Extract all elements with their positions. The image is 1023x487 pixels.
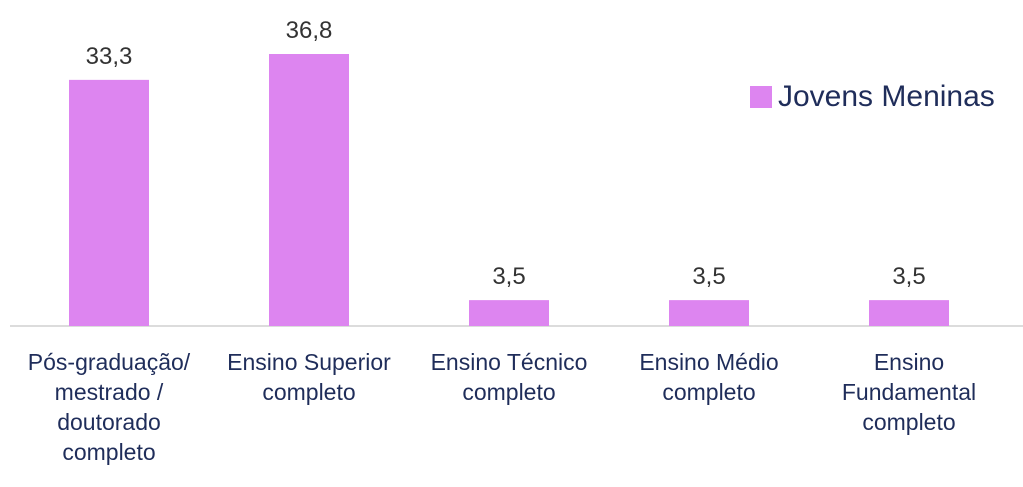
x-tick-label: Ensino Técnico completo [430,349,588,405]
x-tick-label: Ensino Médio completo [639,349,779,405]
bar [269,54,349,326]
x-tick-label: Ensino Superior completo [227,349,391,405]
legend-swatch [750,86,772,108]
value-label: 3,5 [892,263,925,290]
bar [869,300,949,326]
bar [69,79,149,326]
value-label: 33,3 [86,43,133,70]
x-tick-label: Pós-graduação/ mestrado / doutorado comp… [27,349,191,465]
x-tick-label: Ensino Fundamental completo [841,349,977,435]
value-label: 3,5 [492,263,525,290]
bar [669,300,749,326]
value-label: 36,8 [286,17,333,44]
legend-label: Jovens Meninas [778,80,995,113]
bar [469,300,549,326]
value-label: 3,5 [692,263,725,290]
